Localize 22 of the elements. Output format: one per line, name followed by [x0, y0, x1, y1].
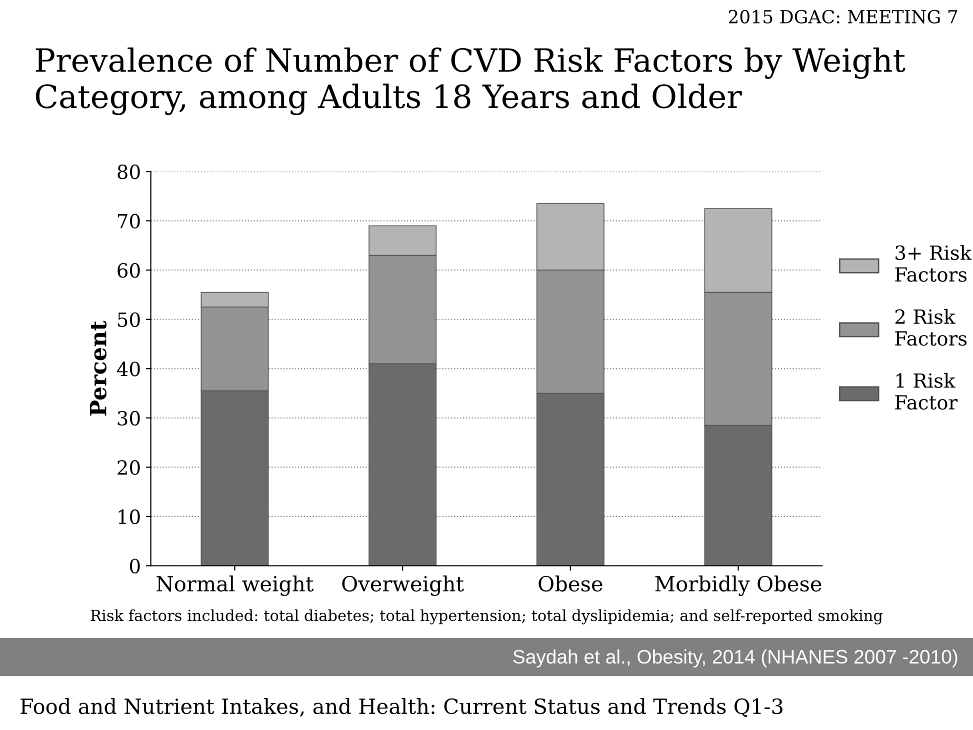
y-tick-label: 50	[118, 312, 140, 328]
y-tick-label: 70	[118, 214, 140, 228]
legend-label: 1 Risk Factor	[895, 372, 958, 410]
x-tick-label: Overweight	[342, 575, 464, 596]
y-tick-label: 40	[116, 362, 140, 376]
x-tick-label: Normal weight	[156, 575, 314, 596]
chart-title: Prevalence of Number of CVD Risk Factors by Weight Category, among Adults 18 Years and Older	[36, 47, 906, 116]
text: 2015 DGAC: MEETING 7	[728, 10, 958, 24]
y-tick-label: 80	[118, 164, 140, 180]
x-tick-label: Morbidly Obese	[655, 575, 822, 596]
y-tick-label: 60	[118, 263, 140, 278]
text: Food and Nutrient Intakes, and Health: Current Status and Trends Q1-3	[20, 698, 782, 718]
text: Risk factors included: total diabetes; total hypertension; total dyslipidemia; and self-reported smoking	[90, 609, 883, 624]
legend-label: 3+ Risk Factors	[895, 245, 972, 282]
y-tick-label: 20	[118, 460, 140, 475]
y-axis-title: Percent	[90, 320, 106, 416]
y-tick-label: 10	[118, 509, 140, 524]
legend-label: 2 Risk Factors	[895, 308, 967, 346]
y-tick-label: 0	[130, 558, 140, 574]
text: Saydah et al., Obesity, 2014 (NHANES 2007 -2010)	[513, 649, 958, 668]
y-tick-label: 30	[118, 410, 140, 426]
x-tick-label: Obese	[538, 575, 602, 592]
